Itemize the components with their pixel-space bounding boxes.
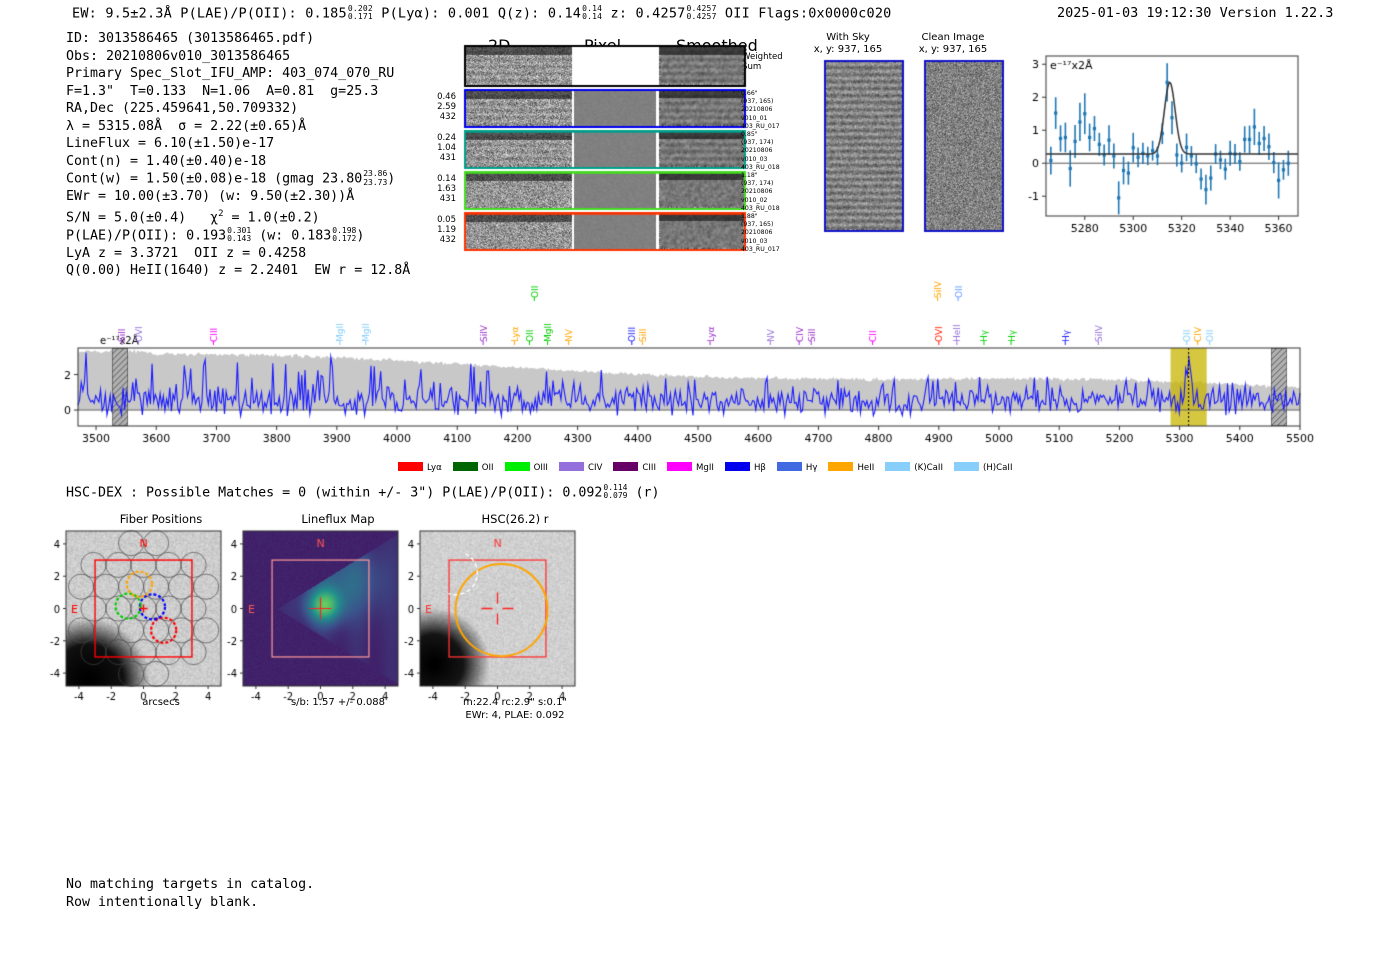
with-sky-title: With Sky x, y: 937, 165 xyxy=(800,32,896,56)
legend-item: HeII xyxy=(828,462,874,473)
legend-item: (K)CaII xyxy=(885,462,943,473)
legend-swatch xyxy=(724,462,750,471)
legend-item: OII xyxy=(452,462,494,473)
footer-no-match-note: No matching targets in catalog. Row inte… xyxy=(66,876,314,911)
legend-swatch xyxy=(953,462,979,471)
legend-label: CIII xyxy=(642,463,656,473)
with-sky-title-text: With Sky xyxy=(826,32,870,43)
legend-item: Hβ xyxy=(724,462,766,473)
fiber-row-0-right-values: 0.66" (937, 165) 20210806 v010_01 403_RU_017 xyxy=(741,90,780,130)
legend-label: Lyα xyxy=(427,463,442,473)
legend-item: CIV xyxy=(558,462,603,473)
legend-label: OII xyxy=(481,463,494,473)
legend-swatch xyxy=(885,462,911,471)
spectrum-legend: Lyα OII OIII CIV CIII MgII Hβ Hγ HeII (K)CaII (H)C… xyxy=(398,455,1024,474)
legend-label: HeII xyxy=(857,463,875,473)
hsc-caption-line1: m:22.4 rc:2.9" s:0.1" xyxy=(462,697,568,708)
clean-image-coords: x, y: 937, 165 xyxy=(918,44,988,55)
hsc-plae-range: 0.114 0.079 xyxy=(603,483,628,501)
legend-label: (K)CaII xyxy=(914,463,943,473)
legend-swatch xyxy=(828,462,854,471)
hsc-dex-summary: HSC-DEX : Possible Matches = 0 (within +… xyxy=(66,483,660,501)
legend-label: CIV xyxy=(587,463,603,473)
footer-line-1: No matching targets in catalog. xyxy=(66,877,315,892)
fiber-row-3-right-values: 1.88" (937, 165) 20210806 v010_03 403_RU_017 xyxy=(741,213,780,253)
fiber-row-1-right-values: 0.85" (937, 174) 20210806 v010_03 403_RU_018 xyxy=(741,131,780,171)
legend-item: Hγ xyxy=(776,462,818,473)
legend-label: Hβ xyxy=(753,463,766,473)
fiber-positions-xlabel: arcsecs xyxy=(142,697,180,708)
fiber-row-0-left-values: 0.46 2.59 432 xyxy=(437,92,456,123)
clean-image-title: Clean Image x, y: 937, 165 xyxy=(900,32,1006,56)
legend-item: Lyα xyxy=(398,462,442,473)
legend-item: CIII xyxy=(613,462,656,473)
legend-item: MgII xyxy=(667,462,714,473)
legend-swatch xyxy=(667,462,692,471)
legend-swatch xyxy=(558,462,584,471)
fiber-row-1-left-values: 0.24 1.04 431 xyxy=(437,133,456,164)
legend-swatch xyxy=(398,462,423,471)
legend-swatch xyxy=(776,462,802,471)
fiber-row-3-left-values: 0.05 1.19 432 xyxy=(437,215,456,246)
legend-label: MgII xyxy=(696,463,714,473)
legend-item: (H)CaII xyxy=(953,462,1013,473)
hsc-image-title: HSC(26.2) r xyxy=(481,512,549,526)
legend-swatch xyxy=(504,462,530,471)
footer-line-2: Row intentionally blank. xyxy=(66,894,259,910)
lineflux-map-title: Lineflux Map xyxy=(301,512,375,526)
fiber-row-2-right-values: 1.18" (937, 174) 20210806 v010_02 403_RU_018 xyxy=(741,172,780,212)
fiber-positions-title: Fiber Positions xyxy=(119,512,203,526)
lineflux-map-caption: s/b: 1.57 +/- 0.088 xyxy=(290,697,386,708)
legend-label: (H)CaII xyxy=(982,463,1013,473)
legend-swatch xyxy=(613,462,639,471)
legend-label: Hγ xyxy=(805,463,818,473)
hsc-caption-line2: EWr: 4, PLAE: 0.092 xyxy=(465,710,565,721)
fiber-row-2-left-values: 0.14 1.63 431 xyxy=(437,174,456,205)
with-sky-coords: x, y: 937, 165 xyxy=(813,44,883,55)
clean-image-title-text: Clean Image xyxy=(921,32,985,43)
legend-label: OIII xyxy=(533,463,548,473)
legend-swatch xyxy=(452,462,478,471)
legend-item: OIII xyxy=(504,462,548,473)
